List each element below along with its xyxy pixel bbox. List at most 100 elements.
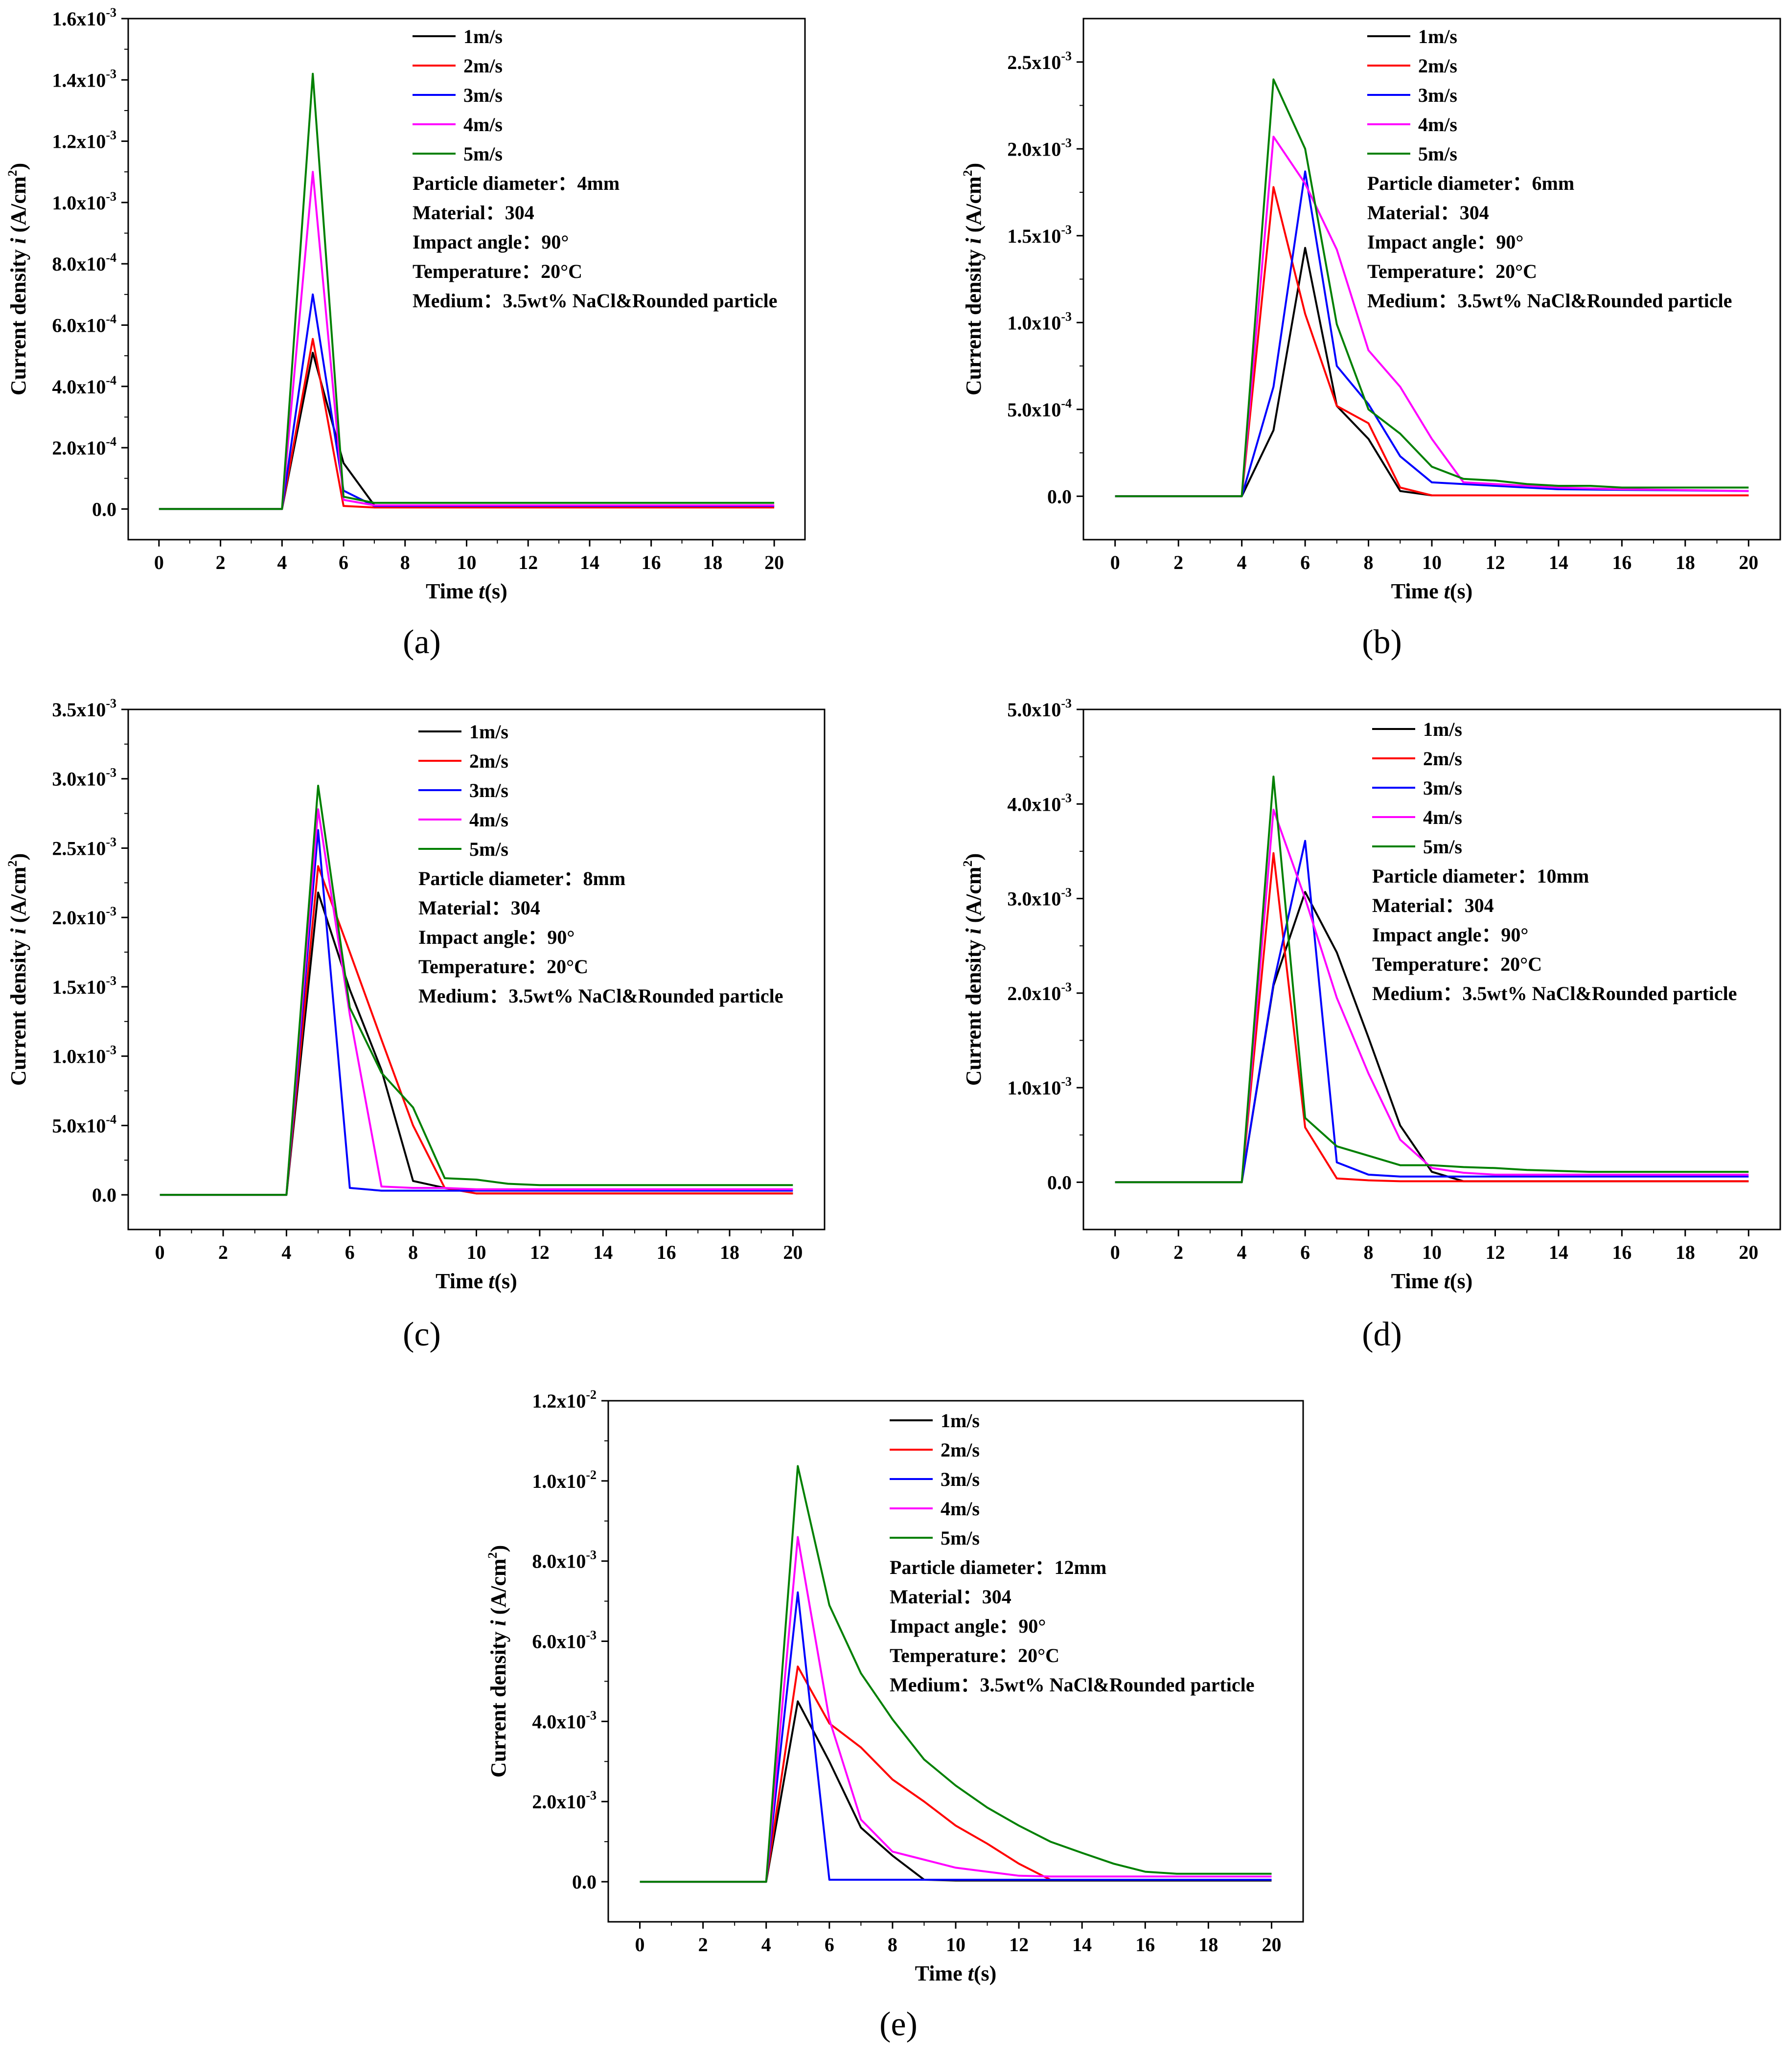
legend-label: 4m/s <box>469 809 508 831</box>
chart-panel-d: 0 2 4 6 8 10 12 14 16 18 20 0.0 1.0x10-3 2.0x10-3 3.0x… <box>961 696 1781 1353</box>
series-line-5m/s <box>1115 775 1749 1184</box>
legend-label: 3m/s <box>941 1468 980 1490</box>
legend-label: 3m/s <box>463 84 503 106</box>
x-tick-label: 20 <box>1739 551 1758 573</box>
x-tick-label: 8 <box>1364 551 1374 573</box>
x-tick-label: 12 <box>1485 551 1505 573</box>
series-line-5m/s <box>1115 78 1749 498</box>
x-tick-label: 4 <box>1237 551 1247 573</box>
y-tick-label: 0.0 <box>92 498 116 520</box>
x-tick-label: 10 <box>1422 551 1442 573</box>
series-line-2m/s <box>159 338 775 510</box>
chart-panel-b: 0 2 4 6 8 10 12 14 16 18 20 0.0 5.0x10-4 1.0x10-3 1.5x… <box>961 18 1781 661</box>
annotation-line: Impact angle：90° <box>890 1615 1046 1637</box>
x-tick-label: 4 <box>281 1241 291 1263</box>
annotation-line: Impact angle：90° <box>1367 231 1523 253</box>
legend-label: 2m/s <box>1423 748 1462 770</box>
x-tick-label: 14 <box>1549 551 1568 573</box>
y-tick-label: 6.0x10-4 <box>52 312 116 336</box>
series-line-4m/s <box>1115 136 1749 498</box>
y-tick-label: 0.0 <box>1047 485 1072 507</box>
y-tick-label: 2.0x10-4 <box>52 434 116 459</box>
y-tick-label: 0.0 <box>1047 1171 1072 1193</box>
annotation-line: Material：304 <box>890 1586 1011 1608</box>
x-tick-label: 8 <box>400 551 410 573</box>
x-tick-label: 6 <box>345 1241 355 1263</box>
x-tick-label: 14 <box>1549 1241 1568 1263</box>
y-tick-label: 3.0x10-3 <box>52 766 116 790</box>
annotation-line: Particle diameter：8mm <box>418 867 625 889</box>
x-tick-label: 0 <box>635 1934 645 1956</box>
x-tick-label: 12 <box>1485 1241 1505 1263</box>
y-tick-label: 2.0x10-3 <box>1007 980 1072 1004</box>
y-tick-label: 2.0x10-3 <box>1007 136 1072 160</box>
series-line-3m/s <box>159 293 775 510</box>
series-line-5m/s <box>160 784 793 1196</box>
legend-label: 4m/s <box>463 114 503 136</box>
legend-label: 4m/s <box>941 1498 980 1520</box>
x-tick-label: 16 <box>657 1241 676 1263</box>
y-tick-label: 2.0x10-3 <box>532 1788 597 1813</box>
legend-label: 1m/s <box>463 25 503 47</box>
series-line-1m/s <box>159 351 775 510</box>
x-tick-label: 4 <box>1237 1241 1247 1263</box>
x-tick-label: 20 <box>783 1241 803 1263</box>
x-tick-label: 16 <box>1135 1934 1155 1956</box>
y-tick-label: 1.0x10-3 <box>1007 309 1072 334</box>
annotation-line: Particle diameter：4mm <box>413 172 620 194</box>
x-tick-label: 18 <box>1676 1241 1695 1263</box>
legend-label: 4m/s <box>1423 806 1462 828</box>
x-tick-label: 2 <box>216 551 226 573</box>
x-tick-label: 14 <box>580 551 599 573</box>
y-tick-label: 1.6x10-3 <box>52 5 116 30</box>
y-tick-label: 1.5x10-3 <box>52 974 116 998</box>
x-tick-label: 10 <box>467 1241 486 1263</box>
y-axis-title: Current density i (A/cm2) <box>961 853 986 1086</box>
x-tick-label: 18 <box>1676 551 1695 573</box>
x-axis-title: Time t(s) <box>436 1269 517 1293</box>
y-axis-title: Current density i (A/cm2) <box>5 853 30 1086</box>
panel-label: (c) <box>403 1316 441 1353</box>
x-tick-label: 18 <box>1198 1934 1218 1956</box>
legend-label: 1m/s <box>1423 718 1462 740</box>
annotation-line: Impact angle：90° <box>418 926 574 948</box>
series-line-3m/s <box>1115 170 1749 498</box>
chart-panel-a: 0 2 4 6 8 10 12 14 16 18 20 0.0 2.0x10-4 4.0x10-4 6.0x… <box>5 5 806 661</box>
legend-label: 2m/s <box>941 1439 980 1461</box>
y-tick-label: 1.4x10-3 <box>52 67 116 91</box>
annotation-line: Medium：3.5wt% NaCl&Rounded particle <box>413 290 778 312</box>
x-tick-label: 8 <box>408 1241 418 1263</box>
x-tick-label: 16 <box>642 551 661 573</box>
x-tick-label: 6 <box>825 1934 834 1956</box>
annotation-line: Temperature：20°C <box>890 1644 1059 1666</box>
y-tick-label: 2.5x10-3 <box>1007 49 1072 73</box>
x-tick-label: 0 <box>1110 551 1120 573</box>
annotation-line: Particle diameter：6mm <box>1367 172 1574 194</box>
x-tick-label: 20 <box>764 551 784 573</box>
y-tick-label: 8.0x10-3 <box>532 1548 597 1572</box>
y-tick-label: 8.0x10-4 <box>52 251 116 275</box>
legend-label: 2m/s <box>1418 55 1457 77</box>
x-tick-label: 8 <box>888 1934 897 1956</box>
annotation-line: Impact angle：90° <box>1372 924 1528 946</box>
series-line-5m/s <box>159 72 775 510</box>
legend-label: 1m/s <box>1418 25 1457 47</box>
y-tick-label: 0.0 <box>572 1871 597 1893</box>
y-tick-label: 3.0x10-3 <box>1007 886 1072 910</box>
x-tick-label: 12 <box>518 551 538 573</box>
y-tick-label: 3.5x10-3 <box>52 696 116 721</box>
x-tick-label: 6 <box>1300 551 1310 573</box>
x-tick-label: 20 <box>1262 1934 1281 1956</box>
legend-label: 5m/s <box>941 1527 980 1549</box>
x-tick-label: 0 <box>1110 1241 1120 1263</box>
annotation-line: Temperature：20°C <box>1367 260 1537 282</box>
legend-label: 3m/s <box>1423 777 1462 799</box>
x-tick-label: 2 <box>1173 1241 1183 1263</box>
x-tick-label: 0 <box>154 551 164 573</box>
x-tick-label: 18 <box>703 551 722 573</box>
x-tick-label: 10 <box>1422 1241 1442 1263</box>
legend-label: 5m/s <box>463 143 503 165</box>
y-tick-label: 6.0x10-3 <box>532 1628 597 1653</box>
annotation-line: Medium：3.5wt% NaCl&Rounded particle <box>1367 290 1732 312</box>
